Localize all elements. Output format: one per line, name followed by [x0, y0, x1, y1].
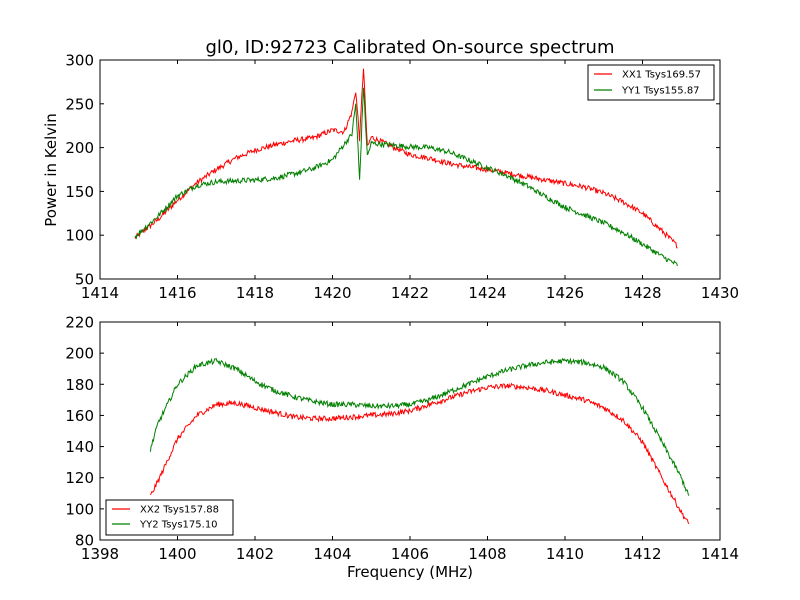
y-tick-label: 100: [65, 500, 94, 518]
series-line-xx1: [134, 68, 678, 249]
y-tick-label: 50: [75, 271, 94, 289]
legend-label-xx2: XX2 Tsys157.88: [140, 505, 219, 516]
x-tick-label: 1402: [236, 545, 274, 563]
y-tick-label: 150: [65, 183, 94, 201]
x-tick-label: 1430: [701, 284, 739, 302]
bottom-legend: XX2 Tsys157.88 YY2 Tsys175.10: [105, 499, 234, 536]
x-tick-label: 1410: [546, 545, 584, 563]
x-tick-label: 1418: [236, 284, 274, 302]
x-tick-label: 1424: [468, 284, 506, 302]
x-tick-label: 1416: [158, 284, 196, 302]
series-line-yy1: [134, 87, 678, 267]
y-tick-label: 300: [65, 52, 94, 70]
bottom-panel: 1398 1400 1402 1404 1406 1408 1410 1412 1414 80 10…: [65, 314, 739, 582]
series-line-yy2: [149, 357, 690, 496]
y-axis-label: Power in Kelvin: [42, 113, 60, 227]
series-line-xx2: [149, 382, 690, 525]
top-panel: 1414 1416 1418 1420 1422 1424 1426 1428 1430 50 10…: [42, 52, 739, 303]
y-tick-label: 180: [65, 376, 94, 394]
x-tick-label: 1400: [158, 545, 196, 563]
legend-label-xx1: XX1 Tsys169.57: [622, 70, 701, 81]
bottom-ticks: 1398 1400 1402 1404 1406 1408 1410 1412 1414 80 10…: [65, 314, 739, 564]
x-tick-label: 1404: [313, 545, 351, 563]
y-tick-label: 140: [65, 438, 94, 456]
chart-title: gl0, ID:92723 Calibrated On-source spect…: [205, 37, 614, 58]
y-tick-label: 200: [65, 345, 94, 363]
x-tick-label: 1412: [623, 545, 661, 563]
y-tick-label: 250: [65, 95, 94, 113]
x-tick-label: 1408: [468, 545, 506, 563]
y-tick-label: 220: [65, 314, 94, 332]
y-tick-label: 200: [65, 139, 94, 157]
legend-label-yy1: YY1 Tsys155.87: [621, 86, 700, 97]
y-tick-label: 160: [65, 407, 94, 425]
top-ticks: 1414 1416 1418 1420 1422 1424 1426 1428 1430 50 10…: [65, 52, 739, 303]
x-tick-label: 1420: [313, 284, 351, 302]
y-tick-label: 120: [65, 469, 94, 487]
x-tick-label: 1406: [391, 545, 429, 563]
x-tick-label: 1428: [623, 284, 661, 302]
x-tick-label: 1414: [701, 545, 739, 563]
x-tick-label: 1426: [546, 284, 584, 302]
y-tick-label: 80: [75, 532, 94, 550]
legend-label-yy2: YY2 Tsys175.10: [139, 520, 218, 531]
y-tick-label: 100: [65, 227, 94, 245]
x-tick-label: 1414: [81, 284, 119, 302]
bottom-series-group: [149, 357, 690, 525]
x-tick-label: 1398: [81, 545, 119, 563]
top-series-group: [134, 68, 678, 267]
x-tick-label: 1422: [391, 284, 429, 302]
top-legend: XX1 Tsys169.57 YY1 Tsys155.87: [587, 64, 715, 101]
x-axis-label: Frequency (MHz): [347, 563, 473, 581]
